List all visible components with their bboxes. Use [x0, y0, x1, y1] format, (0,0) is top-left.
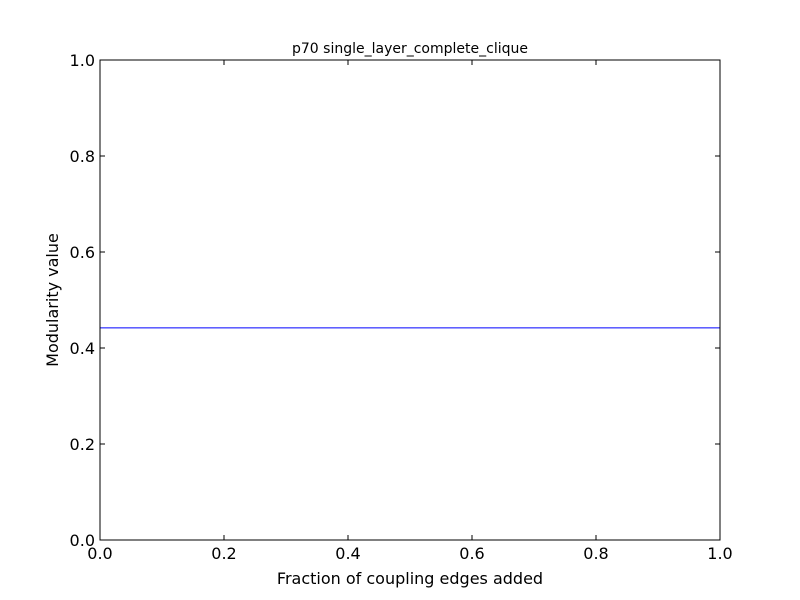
- x-tick-label: 0.0: [87, 544, 112, 563]
- x-tick-label: 0.8: [583, 544, 608, 563]
- x-tick-label: 0.4: [335, 544, 360, 563]
- tick-layer: 0.0 0.2 0.4 0.6 0.8 1.0 0.0 0.2 0.4 0.6 0.8 1.0: [70, 51, 733, 563]
- plot-area-frame: [99, 59, 721, 541]
- x-tick-label: 1.0: [707, 544, 732, 563]
- y-tick-label: 1.0: [70, 51, 95, 70]
- y-tick-label: 0.4: [70, 339, 95, 358]
- x-tick-label: 0.6: [459, 544, 484, 563]
- y-tick-label: 0.6: [70, 243, 95, 262]
- y-tick-label: 0.8: [70, 147, 95, 166]
- x-axis-label: Fraction of coupling edges added: [277, 569, 543, 588]
- y-tick-label: 0.0: [70, 531, 95, 550]
- y-axis-label: Modularity value: [43, 233, 62, 367]
- y-tick-label: 0.2: [70, 435, 95, 454]
- chart-title: p70 single_layer_complete_clique: [292, 41, 528, 57]
- x-tick-label: 0.2: [211, 544, 236, 563]
